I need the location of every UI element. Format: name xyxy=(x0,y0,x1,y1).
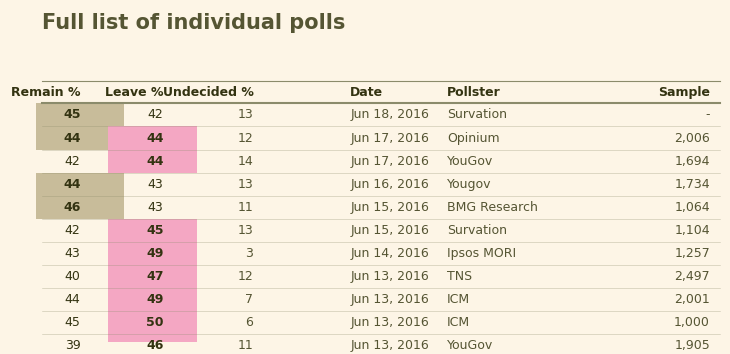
Text: Pollster: Pollster xyxy=(447,86,501,99)
Text: Jun 13, 2016: Jun 13, 2016 xyxy=(350,293,429,306)
Text: 45: 45 xyxy=(64,316,80,329)
Text: -: - xyxy=(705,108,710,121)
Text: 43: 43 xyxy=(147,201,164,214)
Bar xyxy=(36,103,124,126)
Text: Jun 13, 2016: Jun 13, 2016 xyxy=(350,316,429,329)
Bar xyxy=(108,334,196,354)
Text: 44: 44 xyxy=(63,178,80,190)
Text: Jun 15, 2016: Jun 15, 2016 xyxy=(350,201,429,214)
Text: 12: 12 xyxy=(238,132,253,144)
Text: 43: 43 xyxy=(147,178,164,190)
Text: 45: 45 xyxy=(146,224,164,237)
Text: 11: 11 xyxy=(238,201,253,214)
Text: 2,006: 2,006 xyxy=(675,132,710,144)
Text: Full list of individual polls: Full list of individual polls xyxy=(42,13,346,33)
Text: YouGov: YouGov xyxy=(447,155,493,167)
Text: 50: 50 xyxy=(146,316,164,329)
Bar xyxy=(108,149,196,173)
Text: 42: 42 xyxy=(147,108,164,121)
Bar xyxy=(36,173,124,196)
Text: Undecided %: Undecided % xyxy=(163,86,253,99)
Text: 42: 42 xyxy=(65,224,80,237)
Text: 13: 13 xyxy=(238,108,253,121)
Text: 6: 6 xyxy=(245,316,253,329)
Text: Jun 15, 2016: Jun 15, 2016 xyxy=(350,224,429,237)
Text: Jun 13, 2016: Jun 13, 2016 xyxy=(350,270,429,283)
Text: 44: 44 xyxy=(65,293,80,306)
Text: 7: 7 xyxy=(245,293,253,306)
Text: 49: 49 xyxy=(146,247,164,260)
Bar xyxy=(108,288,196,311)
Text: 46: 46 xyxy=(146,339,164,352)
Text: Jun 17, 2016: Jun 17, 2016 xyxy=(350,155,429,167)
Text: 1,000: 1,000 xyxy=(674,316,710,329)
Text: 39: 39 xyxy=(65,339,80,352)
Text: 43: 43 xyxy=(65,247,80,260)
Text: 2,001: 2,001 xyxy=(675,293,710,306)
Text: 1,104: 1,104 xyxy=(675,224,710,237)
Text: Jun 18, 2016: Jun 18, 2016 xyxy=(350,108,429,121)
Bar xyxy=(36,126,124,149)
Bar xyxy=(108,265,196,288)
Text: Jun 14, 2016: Jun 14, 2016 xyxy=(350,247,429,260)
Text: Date: Date xyxy=(350,86,383,99)
Text: 44: 44 xyxy=(146,132,164,144)
Text: 1,257: 1,257 xyxy=(675,247,710,260)
Text: 40: 40 xyxy=(64,270,80,283)
Text: 42: 42 xyxy=(65,155,80,167)
Text: ICM: ICM xyxy=(447,293,470,306)
Text: 1,064: 1,064 xyxy=(675,201,710,214)
Text: 2,497: 2,497 xyxy=(675,270,710,283)
Text: 1,905: 1,905 xyxy=(675,339,710,352)
Text: BMG Research: BMG Research xyxy=(447,201,538,214)
Text: 49: 49 xyxy=(146,293,164,306)
Text: Survation: Survation xyxy=(447,224,507,237)
Bar xyxy=(108,242,196,265)
Text: 1,694: 1,694 xyxy=(675,155,710,167)
Text: 44: 44 xyxy=(146,155,164,167)
Text: 14: 14 xyxy=(238,155,253,167)
Text: YouGov: YouGov xyxy=(447,339,493,352)
Text: 44: 44 xyxy=(63,132,80,144)
Text: ICM: ICM xyxy=(447,316,470,329)
Text: Yougov: Yougov xyxy=(447,178,491,190)
Text: Ipsos MORI: Ipsos MORI xyxy=(447,247,516,260)
Text: 3: 3 xyxy=(245,247,253,260)
Text: Jun 13, 2016: Jun 13, 2016 xyxy=(350,339,429,352)
Text: Jun 17, 2016: Jun 17, 2016 xyxy=(350,132,429,144)
Text: 13: 13 xyxy=(238,224,253,237)
Text: 13: 13 xyxy=(238,178,253,190)
Text: Sample: Sample xyxy=(658,86,710,99)
Text: Jun 16, 2016: Jun 16, 2016 xyxy=(350,178,429,190)
Text: 1,734: 1,734 xyxy=(675,178,710,190)
Text: TNS: TNS xyxy=(447,270,472,283)
Bar xyxy=(108,126,196,149)
Text: 45: 45 xyxy=(63,108,80,121)
Text: Leave %: Leave % xyxy=(105,86,164,99)
Bar xyxy=(108,311,196,334)
Bar xyxy=(36,196,124,219)
Text: Opinium: Opinium xyxy=(447,132,500,144)
Text: Survation: Survation xyxy=(447,108,507,121)
Text: Remain %: Remain % xyxy=(11,86,80,99)
Text: 11: 11 xyxy=(238,339,253,352)
Bar xyxy=(108,219,196,242)
Text: 47: 47 xyxy=(146,270,164,283)
Text: 12: 12 xyxy=(238,270,253,283)
Text: 46: 46 xyxy=(63,201,80,214)
